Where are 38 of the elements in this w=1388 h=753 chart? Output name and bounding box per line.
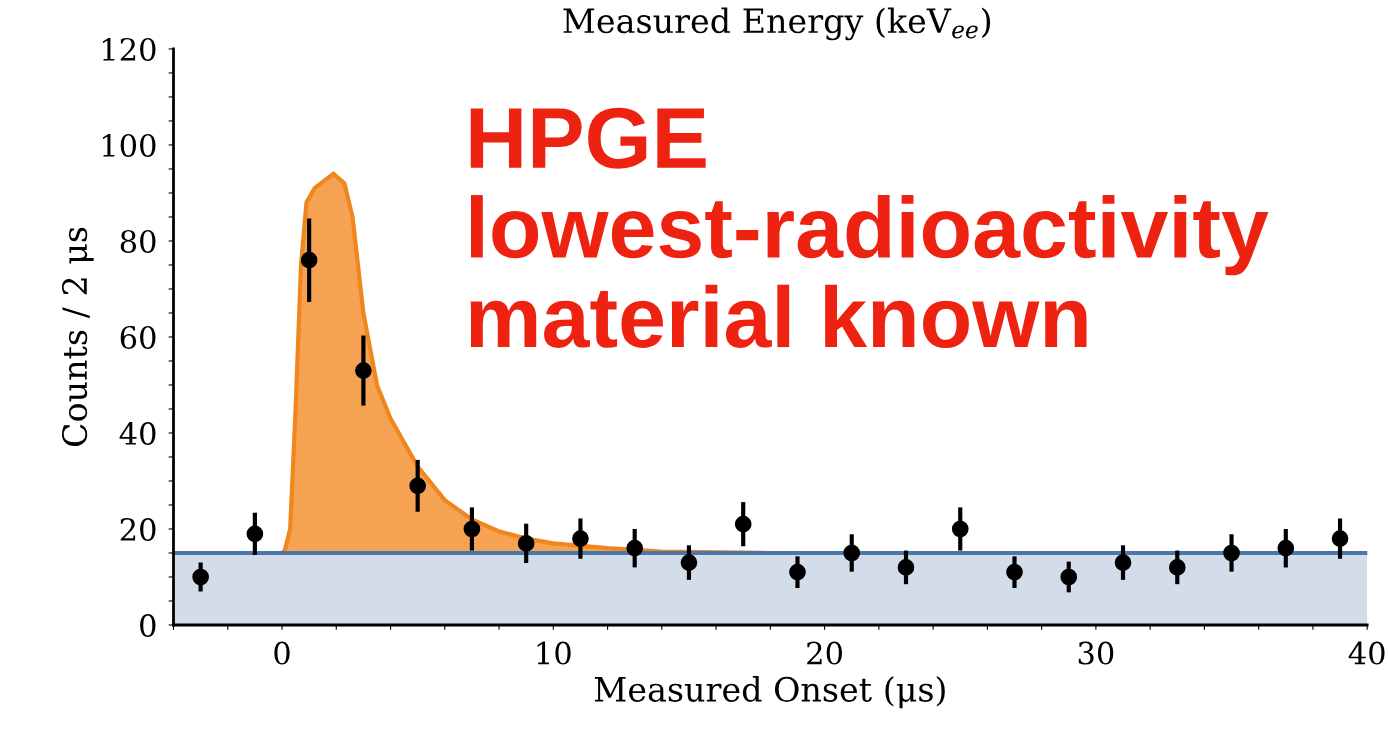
point <box>246 525 264 543</box>
x-axis-title: Measured Onset (μs) <box>594 676 945 709</box>
y-tick-label: 20 <box>120 517 156 542</box>
y-axis-title: Counts / 2 μs <box>61 227 94 447</box>
point <box>626 539 644 557</box>
point <box>951 520 969 538</box>
y-tick-label: 0 <box>140 613 156 638</box>
point <box>1168 559 1186 576</box>
point <box>1006 563 1023 581</box>
x-tick-label: 0 <box>274 641 290 665</box>
point <box>300 251 318 269</box>
point <box>734 515 752 533</box>
point <box>572 530 589 547</box>
y-tick-label: 80 <box>120 229 156 253</box>
point <box>680 554 698 571</box>
point <box>1331 530 1349 547</box>
y-tick-label: 40 <box>119 421 156 446</box>
point <box>192 568 209 586</box>
point <box>1277 539 1295 557</box>
y-tick-label: 120 <box>102 37 156 61</box>
y-tick-label: 60 <box>120 325 156 350</box>
point <box>517 535 535 552</box>
y-tick-label: 100 <box>102 133 156 157</box>
point <box>1060 568 1078 586</box>
point <box>355 362 372 379</box>
point <box>1114 554 1132 571</box>
x-tick-label: 40 <box>1348 641 1385 665</box>
point <box>789 563 806 581</box>
x-tick-label: 30 <box>1078 641 1114 665</box>
point <box>843 544 861 562</box>
annotation: HPGE lowest-radioactivity material known <box>470 107 1269 348</box>
point <box>1223 544 1240 562</box>
point <box>463 520 481 538</box>
x-tick-label: 10 <box>537 641 571 665</box>
point <box>897 559 915 576</box>
x-tick-label: 20 <box>807 641 843 665</box>
x2-axis-title: Measured Energy (keV$_{ee}$) <box>563 7 991 41</box>
point <box>409 477 426 495</box>
